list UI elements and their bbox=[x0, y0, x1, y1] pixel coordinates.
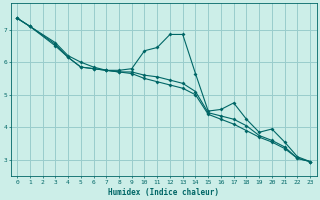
X-axis label: Humidex (Indice chaleur): Humidex (Indice chaleur) bbox=[108, 188, 219, 197]
